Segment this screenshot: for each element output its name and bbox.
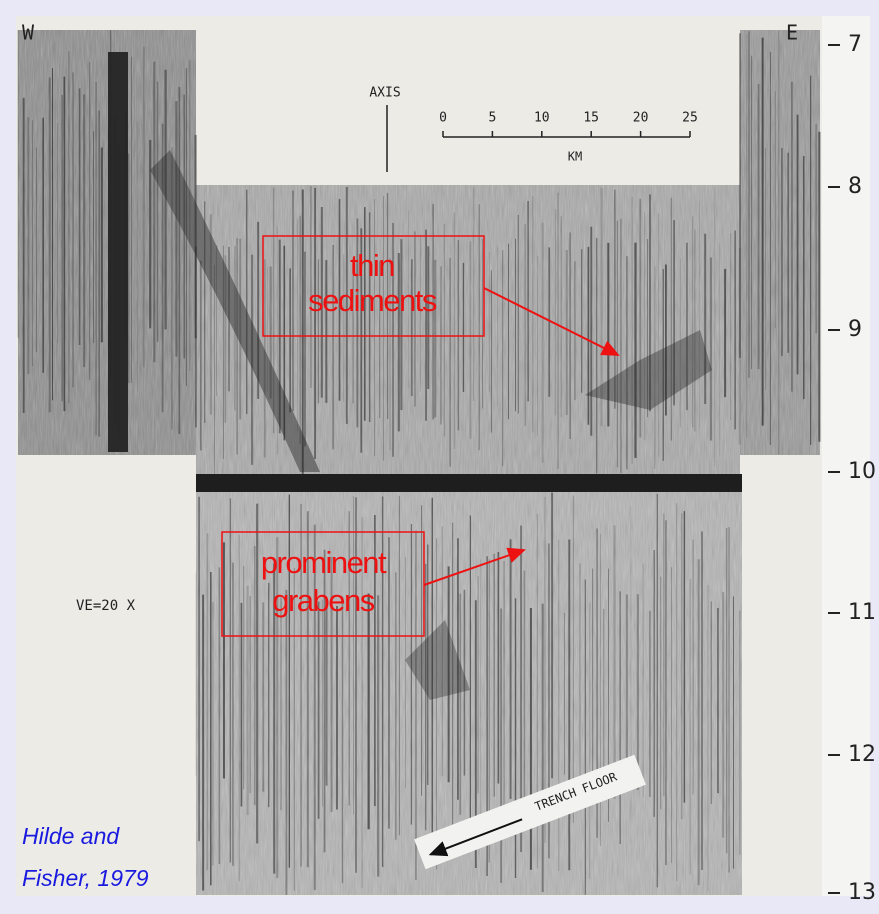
annotation-text: grabens <box>272 583 375 618</box>
scale-tick-label: 0 <box>439 111 447 126</box>
horizon-bar <box>196 474 742 492</box>
vertical-exaggeration: VE=20 X <box>76 598 136 614</box>
depth-label: 9 <box>848 317 862 342</box>
depth-label: 11 <box>848 600 876 625</box>
depth-label: 7 <box>848 32 862 57</box>
scale-tick-label: 10 <box>534 111 550 126</box>
scale-tick-label: 5 <box>488 111 496 126</box>
axis-label: AXIS <box>369 86 400 101</box>
texture <box>18 30 196 455</box>
citation: Fisher, 1979 <box>22 865 149 891</box>
scale-tick-label: 15 <box>583 111 599 126</box>
depth-label: 10 <box>848 459 876 484</box>
annotation-text: prominent <box>261 545 387 580</box>
citation: Hilde and <box>22 823 120 849</box>
depth-label: 12 <box>848 742 876 767</box>
west-label: W <box>22 21 35 45</box>
texture <box>196 185 740 475</box>
east-label: E <box>786 21 798 45</box>
depth-label: 13 <box>848 880 876 905</box>
unit-label: KM <box>568 150 582 164</box>
annotation-text: thin <box>350 248 394 283</box>
scale-tick-label: 20 <box>633 111 649 126</box>
figure: W E 78910111213 AXIS 0510152025 KM thin … <box>0 0 879 909</box>
scale-tick-label: 25 <box>682 111 698 126</box>
depth-label: 8 <box>848 174 862 199</box>
annotation-text: sediments <box>308 283 437 318</box>
